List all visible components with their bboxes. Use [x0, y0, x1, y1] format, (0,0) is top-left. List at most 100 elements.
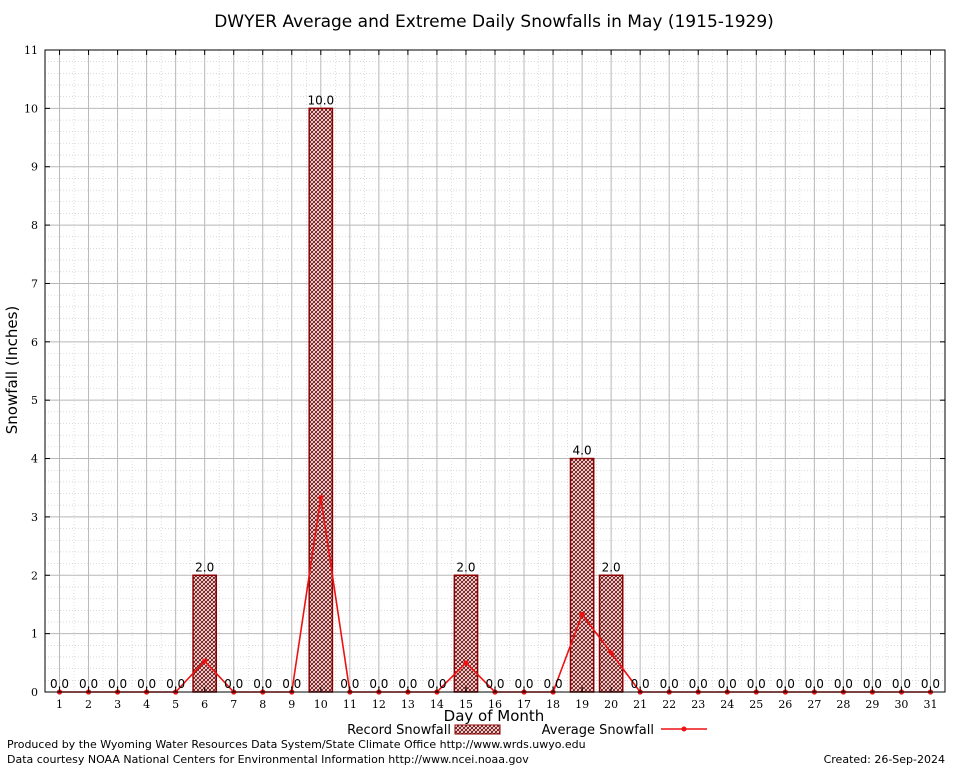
x-tick-label: 10: [314, 698, 328, 711]
bar-value-label: 0.0: [427, 677, 446, 691]
x-tick-label: 17: [517, 698, 531, 711]
x-tick-label: 11: [343, 698, 357, 711]
x-tick-label: 3: [114, 698, 121, 711]
x-tick-label: 23: [691, 698, 705, 711]
bar-value-label: 0.0: [863, 677, 882, 691]
x-tick-label: 20: [604, 698, 618, 711]
bar-value-label: 2.0: [456, 560, 475, 574]
average-point-day-20: [608, 650, 614, 656]
y-tick-label: 6: [31, 336, 38, 349]
bar-value-label: 0.0: [834, 677, 853, 691]
y-tick-label: 9: [31, 161, 38, 174]
bar-value-label: 0.0: [631, 677, 650, 691]
x-tick-label: 16: [488, 698, 502, 711]
x-tick-label: 15: [459, 698, 473, 711]
bar-value-label: 4.0: [573, 444, 592, 458]
bar-value-label: 0.0: [660, 677, 679, 691]
x-tick-label: 9: [288, 698, 295, 711]
x-tick-label: 14: [430, 698, 444, 711]
bar-value-label: 0.0: [282, 677, 301, 691]
y-tick-label: 1: [31, 628, 38, 641]
bar-value-label: 0.0: [747, 677, 766, 691]
y-tick-label: 2: [31, 569, 38, 582]
average-point-day-6: [202, 658, 208, 664]
bar-value-label: 0.0: [79, 677, 98, 691]
x-tick-label: 24: [720, 698, 734, 711]
y-tick-label: 11: [24, 44, 38, 57]
average-point-day-15: [463, 660, 469, 666]
x-tick-label: 19: [575, 698, 589, 711]
record-snowfall-bars: [192, 107, 624, 693]
bar-value-label: 0.0: [369, 677, 388, 691]
plot-frame: [44, 49, 946, 693]
footer-created-date: Created: 26-Sep-2024: [823, 753, 945, 766]
bar-value-label: 2.0: [602, 560, 621, 574]
bar-value-label: 0.0: [776, 677, 795, 691]
y-tick-label: 10: [24, 102, 38, 115]
bar-value-label: 0.0: [166, 677, 185, 691]
legend: Record Snowfall Average Snowfall: [347, 723, 707, 738]
x-tick-label: 21: [633, 698, 647, 711]
bar-day-10: [308, 107, 334, 693]
bar-value-label: 0.0: [108, 677, 127, 691]
x-tick-label: 12: [372, 698, 386, 711]
x-tick-label: 26: [778, 698, 792, 711]
data-labels: 0.0 0.0 0.0 0.0 0.0 2.0 0.0 0.0 0.0 10.0 0.0 0.0 0.0…: [50, 93, 940, 691]
legend-label-average: Average Snowfall: [542, 723, 654, 738]
x-tick-label: 5: [172, 698, 179, 711]
chart-title: DWYER Average and Extreme Daily Snowfall…: [214, 12, 774, 32]
bar-day-6: [192, 574, 218, 693]
y-tick-label: 0: [31, 686, 38, 699]
x-tick-label: 6: [201, 698, 208, 711]
legend-marker-average: [681, 726, 687, 732]
y-tick-label: 3: [31, 511, 38, 524]
bar-value-label: 0.0: [50, 677, 69, 691]
x-tick-label: 25: [749, 698, 763, 711]
bar-value-label: 0.0: [485, 677, 504, 691]
bar-value-label: 2.0: [195, 560, 214, 574]
bar-value-label: 0.0: [921, 677, 940, 691]
bar-day-20: [598, 574, 624, 693]
bar-day-15: [453, 574, 479, 693]
x-tick-label: 30: [894, 698, 908, 711]
y-tick-label: 4: [31, 453, 38, 466]
bar-value-label: 0.0: [137, 677, 156, 691]
x-tick-label: 8: [259, 698, 266, 711]
x-tick-label: 13: [401, 698, 415, 711]
x-tick-label: 31: [923, 698, 937, 711]
footer-credit-wrds: Produced by the Wyoming Water Resources …: [7, 738, 586, 751]
x-tick-label: 2: [85, 698, 92, 711]
average-point-day-10: [318, 495, 324, 501]
bar-value-label: 0.0: [398, 677, 417, 691]
bar-value-label: 0.0: [805, 677, 824, 691]
bar-value-label: 0.0: [689, 677, 708, 691]
x-axis-label: Day of Month: [444, 707, 545, 725]
bar-value-label: 0.0: [544, 677, 563, 691]
bar-value-label: 0.0: [340, 677, 359, 691]
y-tick-label: 8: [31, 219, 38, 232]
x-tick-label: 4: [143, 698, 150, 711]
bar-day-19: [569, 457, 595, 693]
bar-value-label: 0.0: [224, 677, 243, 691]
x-tick-label: 29: [865, 698, 879, 711]
bar-value-label: 0.0: [253, 677, 272, 691]
x-tick-label: 18: [546, 698, 560, 711]
bar-value-label: 0.0: [718, 677, 737, 691]
x-tick-label: 27: [807, 698, 821, 711]
bar-value-label: 0.0: [514, 677, 533, 691]
x-tick-label: 22: [662, 698, 676, 711]
y-tick-label: 5: [31, 394, 38, 407]
footer-credit-noaa: Data courtesy NOAA National Centers for …: [7, 753, 529, 766]
y-tick-label: 7: [31, 277, 38, 290]
bar-value-label: 0.0: [892, 677, 911, 691]
x-tick-label: 28: [836, 698, 850, 711]
average-point-day-19: [579, 611, 585, 617]
x-tick-label: 1: [56, 698, 63, 711]
legend-label-record: Record Snowfall: [347, 723, 451, 738]
x-tick-label: 7: [230, 698, 237, 711]
legend-swatch-record: [454, 724, 501, 735]
bar-value-label: 10.0: [307, 93, 334, 107]
